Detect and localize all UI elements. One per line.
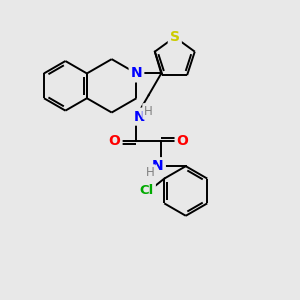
Text: H: H	[144, 105, 153, 118]
Text: N: N	[152, 159, 164, 173]
Text: O: O	[177, 134, 188, 148]
Text: Cl: Cl	[140, 184, 154, 197]
Text: H: H	[146, 166, 154, 179]
Text: O: O	[109, 134, 121, 148]
Text: N: N	[131, 66, 142, 80]
Text: N: N	[134, 110, 146, 124]
Text: S: S	[170, 30, 180, 44]
